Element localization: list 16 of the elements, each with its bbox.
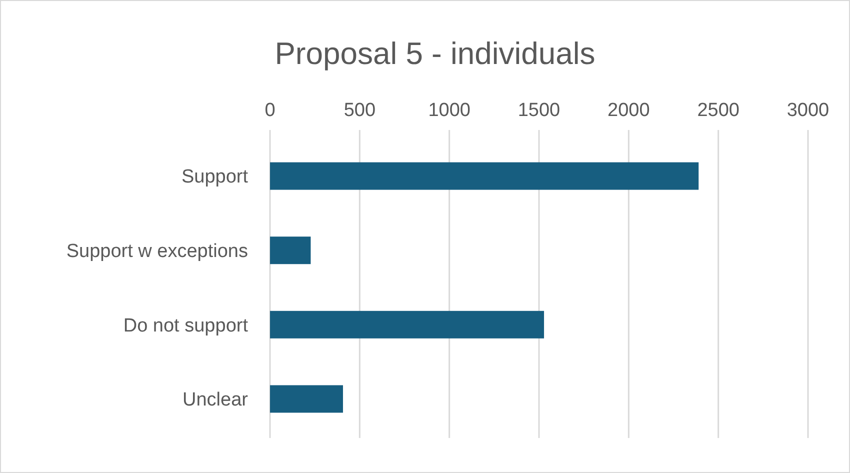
x-tick-label: 1000 [428, 100, 470, 121]
bar [270, 385, 343, 413]
x-tick-label: 3000 [786, 100, 830, 121]
y-tick-label: Do not support [123, 315, 249, 336]
chart-title: Proposal 5 - individuals [274, 36, 596, 71]
y-tick-label: Unclear [182, 390, 249, 411]
bar [270, 162, 699, 190]
x-tick-label: 2500 [697, 100, 740, 121]
y-tick-label: Support [181, 166, 249, 188]
x-tick-label: 0 [264, 100, 276, 121]
x-tick-label: 2000 [608, 100, 650, 121]
y-tick-label: Support w exceptions [66, 240, 248, 262]
bar [270, 236, 311, 264]
bar [270, 310, 544, 338]
x-tick-label: 500 [344, 100, 376, 121]
x-tick-label: 1500 [518, 100, 560, 121]
